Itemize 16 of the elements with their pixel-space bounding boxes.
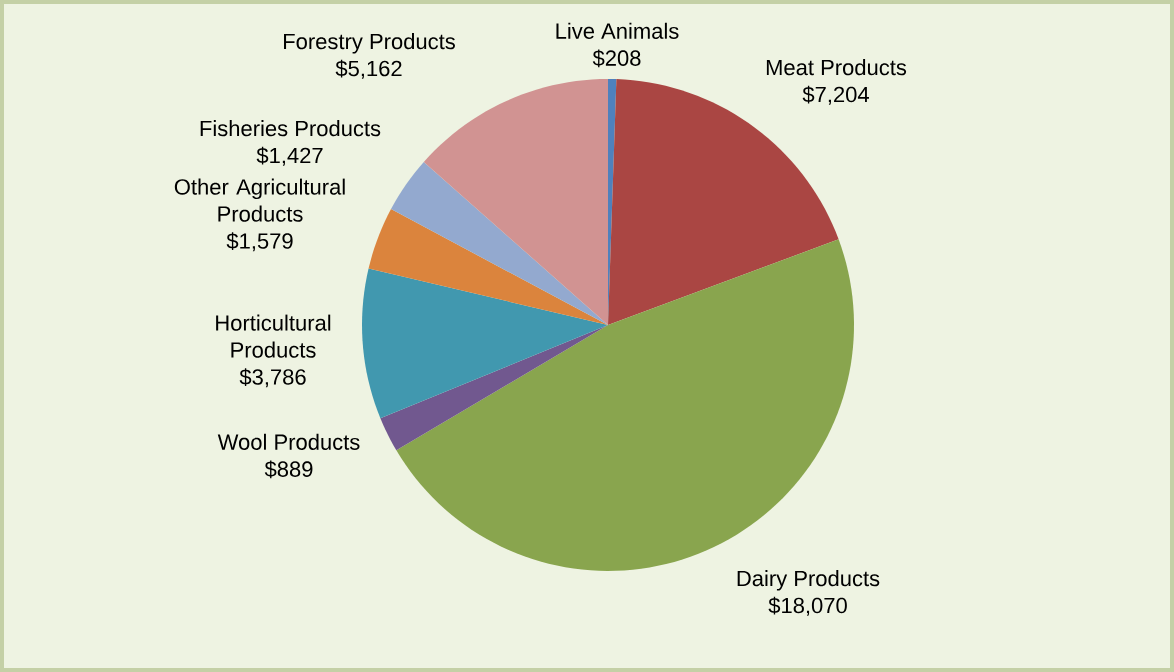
data-label: $889 xyxy=(264,460,313,479)
slice-label: Other Agricultural Products xyxy=(174,178,345,222)
slice-label: Forestry Products xyxy=(284,33,455,54)
data-label: $1,579 xyxy=(226,232,293,252)
slice-label: Wool Products xyxy=(217,433,360,450)
data-label: $18,070 xyxy=(768,596,847,616)
slice-label: Fisheries Products xyxy=(200,120,381,137)
data-label: $5,162 xyxy=(335,59,402,79)
slice-label: Horticultural Products xyxy=(216,314,331,358)
data-label: $1,427 xyxy=(256,146,323,166)
data-label: $7,204 xyxy=(802,85,869,105)
slice-label: Dairy Products xyxy=(737,570,880,591)
slice-label: Meat Products xyxy=(766,59,907,76)
slice-label: Live Animals xyxy=(556,22,679,39)
data-label: $3,786 xyxy=(239,368,306,388)
data-label: $208 xyxy=(592,49,641,68)
